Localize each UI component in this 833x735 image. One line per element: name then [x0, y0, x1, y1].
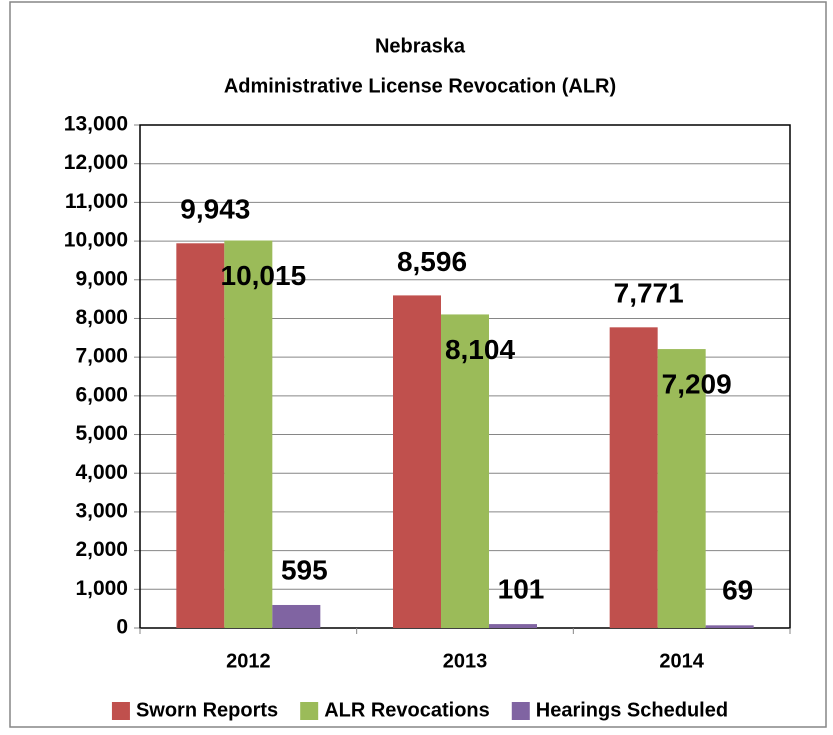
bar	[609, 327, 658, 628]
legend-swatch	[511, 702, 530, 720]
chart-title: Nebraska	[375, 35, 466, 57]
data-label: 101	[498, 573, 545, 604]
y-tick-label: 11,000	[65, 190, 128, 213]
y-tick-label: 13,000	[64, 113, 128, 136]
y-tick-label: 1,000	[75, 577, 128, 600]
bar	[489, 624, 537, 628]
y-tick-label: 3,000	[75, 499, 128, 522]
legend-swatch	[300, 702, 319, 720]
x-tick-label: 2012	[226, 650, 271, 672]
data-label: 7,209	[662, 368, 732, 399]
y-tick-label: 7,000	[75, 345, 128, 368]
x-tick-label: 2014	[659, 650, 704, 672]
chart-subtitle: Administrative License Revocation (ALR)	[224, 75, 616, 97]
y-tick-label: 10,000	[64, 229, 128, 252]
data-label: 9,943	[180, 194, 250, 225]
legend-label: ALR Revocations	[324, 699, 490, 721]
data-label: 8,596	[397, 246, 467, 277]
bar	[393, 295, 441, 628]
data-label: 595	[281, 554, 328, 585]
legend-swatch	[111, 702, 130, 720]
bar	[657, 349, 706, 628]
bar	[441, 314, 489, 628]
y-tick-label: 8,000	[75, 306, 128, 329]
legend-label: Sworn Reports	[136, 699, 278, 721]
data-label: 69	[722, 575, 753, 606]
y-tick-label: 2,000	[75, 538, 128, 561]
bar	[272, 604, 321, 628]
y-tick-label: 6,000	[75, 383, 128, 406]
bar	[705, 625, 754, 628]
bar	[176, 243, 225, 628]
y-tick-label: 5,000	[75, 422, 128, 445]
y-tick-label: 0	[116, 616, 128, 639]
data-label: 10,015	[221, 260, 307, 291]
bar	[224, 240, 273, 629]
y-tick-label: 9,000	[75, 267, 128, 290]
y-tick-label: 4,000	[75, 461, 128, 484]
y-tick-label: 12,000	[64, 151, 128, 174]
legend-label: Hearings Scheduled	[536, 699, 728, 721]
x-tick-label: 2013	[443, 650, 488, 672]
data-label: 8,104	[445, 334, 515, 365]
data-label: 7,771	[614, 278, 684, 309]
